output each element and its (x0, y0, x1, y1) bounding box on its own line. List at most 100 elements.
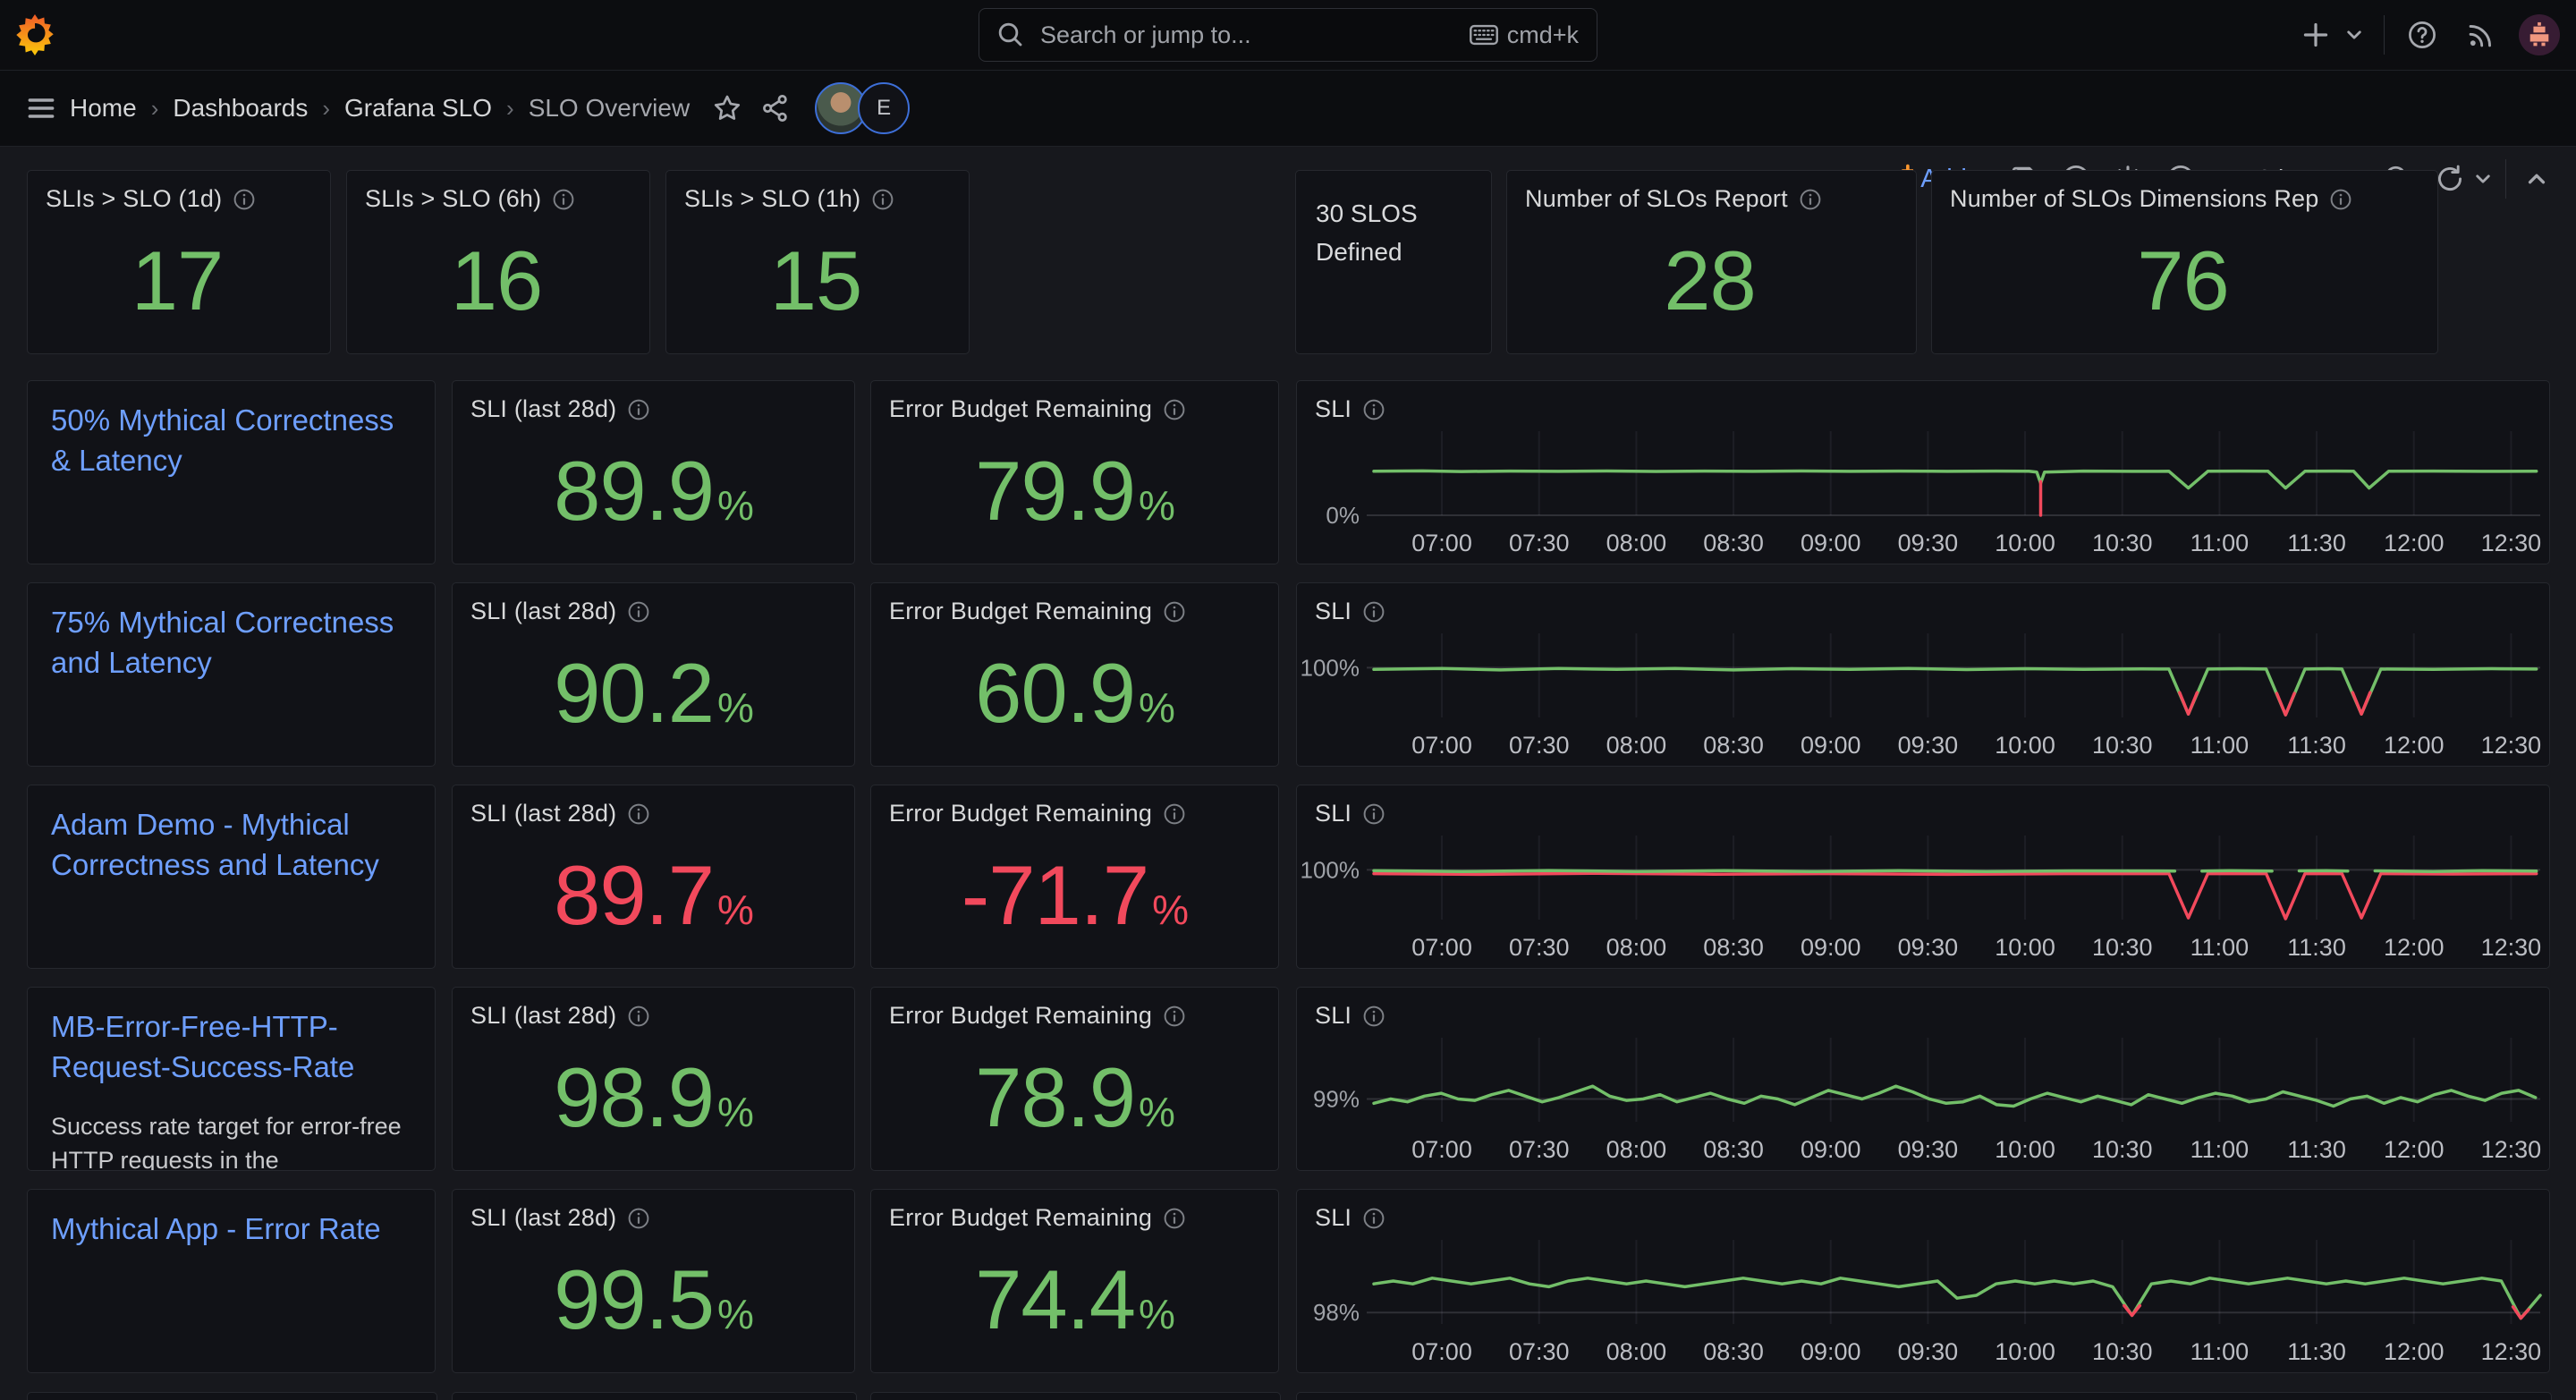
panel-info-icon[interactable] (1362, 802, 1385, 826)
slo-name-panel: MB-Error-Free-HTTP-Request-Success-Rate S… (27, 987, 436, 1171)
panel-info-icon[interactable] (1163, 600, 1186, 624)
slo-name-link[interactable]: MB-Error-Free-HTTP-Request-Success-Rate (51, 1010, 355, 1083)
slo-error-budget-panel: Error Budget Remaining 60.9% (870, 582, 1279, 767)
panel-info-icon[interactable] (1163, 802, 1186, 826)
x-axis-label: 11:00 (2190, 1338, 2250, 1365)
slo-name-link[interactable]: Mythical App - Error Rate (51, 1212, 381, 1245)
share-icon[interactable] (754, 87, 797, 130)
panel-title: SLI (1315, 800, 1352, 827)
sli-time-series[interactable]: 07:00 07:30 08:00 08:30 09:00 09:30 10:00 10:30… (1297, 1235, 2549, 1369)
stat-value: 89.9% (554, 444, 754, 538)
series-line-green (1372, 469, 2538, 490)
user-avatar[interactable] (2519, 14, 2560, 55)
panel-title: SLIs > SLO (6h) (365, 185, 542, 212)
sli-time-series[interactable]: 07:00 07:30 08:00 08:30 09:00 09:30 10:00 10:30… (1297, 830, 2549, 964)
panel-info-icon[interactable] (2329, 188, 2352, 211)
x-axis-label: 12:30 (2481, 934, 2542, 961)
panel-info-icon[interactable] (1362, 1207, 1385, 1230)
panel-title: SLI (last 28d) (470, 800, 617, 827)
refresh-icon[interactable] (2428, 157, 2471, 200)
stat-panel-slis-slo-0: SLIs > SLO (1d) 17 (27, 170, 331, 354)
panel-info-icon[interactable] (1163, 1207, 1186, 1230)
x-axis-label: 10:30 (2092, 934, 2153, 961)
panel-title: SLI (1315, 1002, 1352, 1029)
sli-time-series[interactable]: 07:00 07:30 08:00 08:30 09:00 09:30 10:00 10:30… (1297, 628, 2549, 762)
help-icon[interactable] (2401, 13, 2444, 56)
top-nav-bar: cmd+k (0, 0, 2576, 71)
panel-title: Number of SLOs Report (1525, 185, 1788, 212)
slo-name-link[interactable]: Adam Demo - Mythical Correctness and Lat… (51, 808, 379, 881)
stat-value: 74.4% (975, 1252, 1175, 1346)
slo-sli-panel: SLI (last 28d) 90.2% (452, 582, 855, 767)
viewer-avatar-letter[interactable]: E (858, 82, 911, 134)
panel-info-icon[interactable] (627, 600, 650, 624)
slo-sli-chart-panel: SLI 07:00 07:30 08:00 08:30 09:00 09:30 10:00 10… (1296, 987, 2550, 1171)
divider (2505, 159, 2506, 199)
series-line-red (2178, 691, 2199, 716)
panel-info-icon[interactable] (627, 1207, 650, 1230)
divider (2384, 15, 2385, 55)
panel-info-icon[interactable] (1163, 398, 1186, 421)
sli-time-series[interactable]: 07:00 07:30 08:00 08:30 09:00 09:30 10:00 10:30… (1297, 1032, 2549, 1167)
new-button[interactable] (2294, 13, 2337, 56)
series-line-red (2351, 691, 2372, 716)
panel-info-icon[interactable] (871, 188, 894, 211)
panel-info-icon[interactable] (627, 1005, 650, 1028)
panel-title: SLIs > SLO (1d) (46, 185, 223, 212)
stat-value: 89.7% (554, 848, 754, 942)
slo-description: Success rate target for error-free HTTP … (51, 1112, 402, 1171)
breadcrumb-item[interactable]: Home (70, 94, 137, 122)
x-axis-label: 09:30 (1898, 934, 1959, 961)
x-axis-label: 08:30 (1703, 1338, 1764, 1365)
panel-info-icon[interactable] (552, 188, 575, 211)
breadcrumb-separator: › (150, 94, 159, 122)
shortcut-hint: cmd+k (1469, 21, 1579, 49)
panel-info-icon[interactable] (1362, 1005, 1385, 1028)
panel-info-icon[interactable] (1799, 188, 1822, 211)
x-axis-label: 09:00 (1801, 1136, 1861, 1163)
keyboard-icon (1469, 24, 1498, 46)
panel-info-icon[interactable] (1362, 398, 1385, 421)
panel-info-icon[interactable] (627, 802, 650, 826)
grafana-logo[interactable] (0, 13, 70, 57)
panel-info-icon[interactable] (1362, 600, 1385, 624)
slo-error-budget-panel: Error Budget Remaining 79.9% (870, 380, 1279, 564)
x-axis-label: 07:30 (1509, 1136, 1570, 1163)
panel-info-icon[interactable] (627, 398, 650, 421)
x-axis-label: 08:00 (1606, 1136, 1667, 1163)
x-axis-label: 11:00 (2190, 530, 2250, 556)
mega-menu-toggle[interactable] (20, 87, 63, 130)
x-axis-label: 12:30 (2481, 530, 2542, 556)
x-axis-label: 11:00 (2190, 1136, 2250, 1163)
series-line-green (2373, 869, 2538, 874)
sli-time-series[interactable]: 07:00 07:30 08:00 08:30 09:00 09:30 10:00 10:30… (1297, 426, 2549, 560)
slo-name-link[interactable]: 50% Mythical Correctness & Latency (51, 403, 394, 477)
top-right-actions (2294, 0, 2560, 70)
news-icon[interactable] (2460, 13, 2503, 56)
slo-sli-panel: SLI (last 28d) 98.9% (452, 987, 855, 1171)
partial-panel (27, 1392, 437, 1400)
refresh-interval-chevron-icon[interactable] (2470, 157, 2496, 200)
search-input[interactable] (1038, 20, 1470, 50)
y-axis-label: 100% (1301, 856, 1360, 883)
new-chevron-down-icon[interactable] (2341, 13, 2368, 56)
x-axis-label: 10:30 (2092, 1338, 2153, 1365)
breadcrumb-item[interactable]: Dashboards (173, 94, 309, 122)
x-axis-label: 07:30 (1509, 530, 1570, 556)
panel-title: SLI (last 28d) (470, 1002, 617, 1029)
global-search[interactable]: cmd+k (979, 8, 1597, 62)
x-axis-label: 11:00 (2190, 934, 2250, 961)
slo-error-budget-panel: Error Budget Remaining -71.7% (870, 785, 1279, 969)
panel-title: SLIs > SLO (1h) (684, 185, 861, 212)
panel-info-icon[interactable] (233, 188, 256, 211)
y-axis-label: 99% (1313, 1086, 1360, 1113)
favorite-star-icon[interactable] (706, 87, 749, 130)
panel-info-icon[interactable] (1163, 1005, 1186, 1028)
collapse-toolbar-chevron-up-icon[interactable] (2515, 157, 2558, 200)
panel-title: Error Budget Remaining (889, 800, 1153, 827)
breadcrumb-item[interactable]: Grafana SLO (344, 94, 493, 122)
partial-panel (870, 1392, 1281, 1400)
x-axis-label: 08:30 (1703, 732, 1764, 759)
x-axis-label: 10:00 (1995, 1136, 2055, 1163)
slo-name-link[interactable]: 75% Mythical Correctness and Latency (51, 606, 394, 679)
